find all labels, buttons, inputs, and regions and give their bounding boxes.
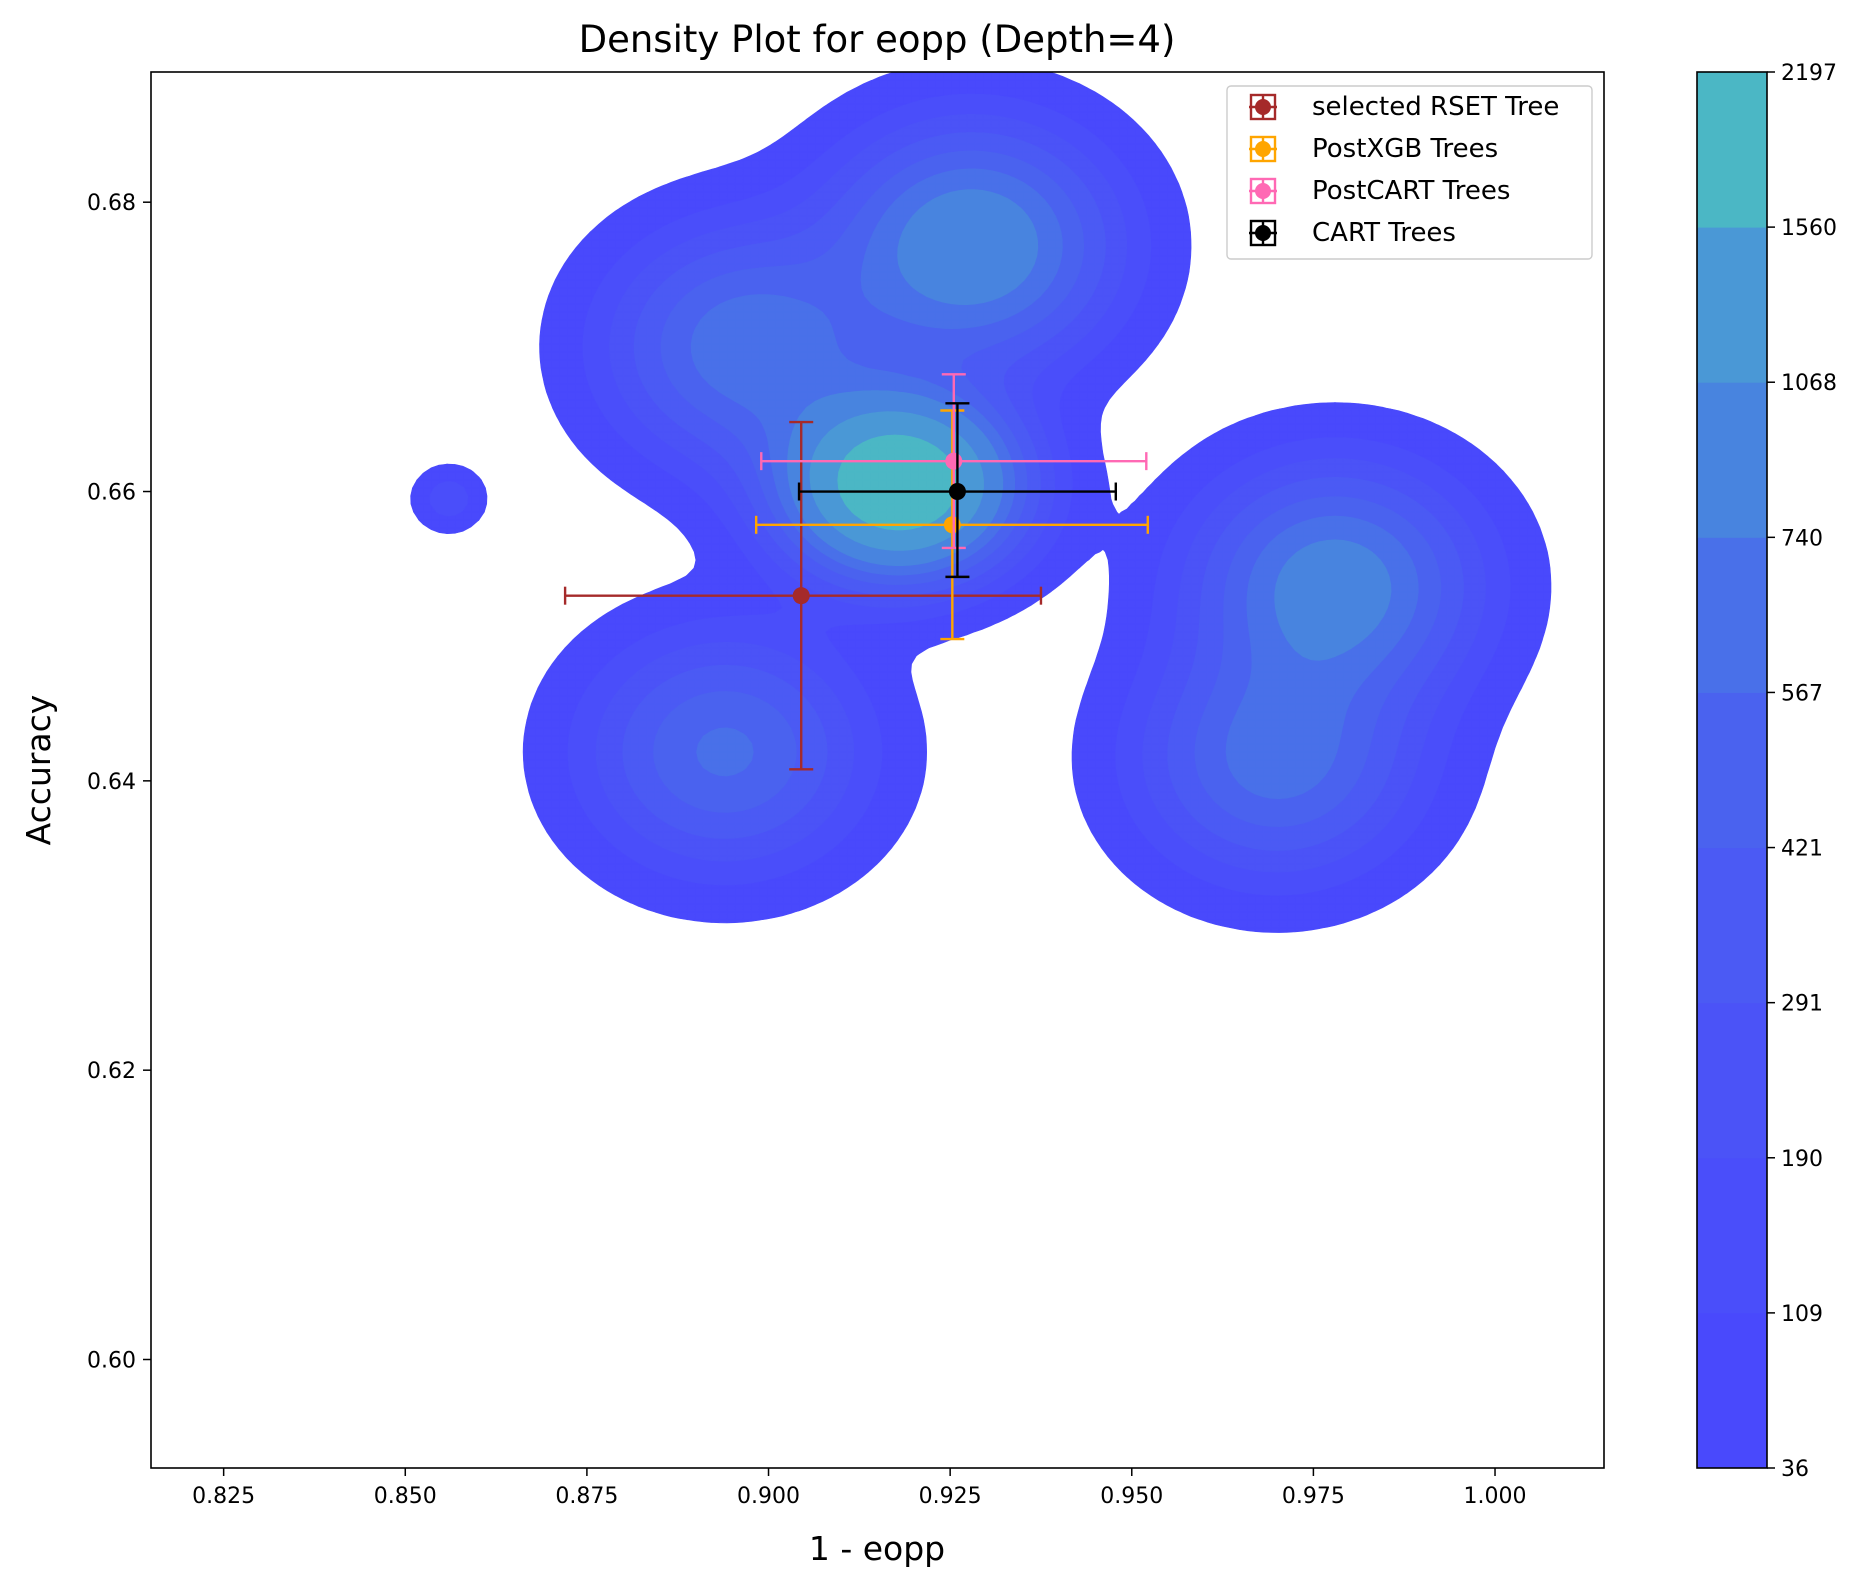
y-axis-label: Accuracy	[19, 695, 58, 846]
colorbar-tick-label: 740	[1781, 526, 1823, 551]
x-axis-label: 1 - eopp	[809, 1529, 945, 1568]
errorbar-series-1	[563, 420, 1043, 771]
x-tick-label: 0.900	[737, 1484, 800, 1509]
legend-marker-caps	[1249, 177, 1277, 205]
x-tick-label: 0.950	[1100, 1484, 1163, 1509]
colorbar-tick-label: 36	[1781, 1457, 1809, 1482]
legend-marker-caps	[1249, 93, 1277, 121]
density-contours	[410, 72, 1552, 933]
y-axis: 0.60 0.62 0.64 0.66 0.68	[87, 191, 151, 1374]
errorbar-series-4	[797, 402, 1117, 579]
colorbar-bands	[1697, 72, 1767, 1469]
chart-title: Density Plot for eopp (Depth=4)	[579, 18, 1176, 61]
legend: selected RSET Tree PostXGB Trees PostCART …	[1226, 85, 1593, 260]
colorbar-frame	[1696, 71, 1768, 1469]
colorbar-tick-label: 1068	[1781, 371, 1837, 396]
legend-marker-point	[1255, 141, 1271, 157]
y-tick-label: 0.64	[87, 770, 136, 795]
colorbar-band	[1697, 847, 1767, 1004]
y-tick-label: 0.68	[87, 191, 136, 216]
x-tick-label: 0.875	[555, 1484, 618, 1509]
colorbar-tick-label: 567	[1781, 681, 1823, 706]
legend-entry: PostXGB Trees	[1249, 134, 1498, 164]
legend-entry: PostCART Trees	[1249, 176, 1510, 206]
x-tick-label: 0.975	[1282, 1484, 1345, 1509]
colorbar-tick-label: 1560	[1781, 216, 1837, 241]
legend-entry: selected RSET Tree	[1249, 92, 1559, 122]
colorbar-ticks: 36 109 190 291 421 567 740 1068 1560 2197	[1767, 61, 1837, 1482]
colorbar-band	[1697, 227, 1767, 383]
x-axis: 0.825 0.850 0.875 0.900 0.925 0.950 0.975 1.000	[192, 1468, 1527, 1509]
legend-label: CART Trees	[1312, 218, 1456, 248]
density-level-1560	[837, 434, 958, 531]
y-tick-label: 0.60	[87, 1349, 136, 1374]
legend-label: PostCART Trees	[1312, 176, 1510, 206]
colorbar-band	[1697, 692, 1767, 849]
y-tick-label: 0.66	[87, 481, 136, 506]
x-tick-label: 0.850	[374, 1484, 437, 1509]
colorbar-tick-label: 291	[1781, 992, 1823, 1017]
colorbar-band	[1697, 1312, 1767, 1469]
colorbar-band	[1697, 537, 1767, 693]
legend-label: selected RSET Tree	[1312, 92, 1559, 122]
legend-entry: CART Trees	[1249, 218, 1456, 248]
x-tick-label: 0.825	[192, 1484, 255, 1509]
x-tick-label: 1.000	[1464, 1484, 1527, 1509]
legend-entries: selected RSET Tree PostXGB Trees PostCART …	[1249, 92, 1559, 248]
colorbar-tick-label: 2197	[1781, 61, 1837, 86]
errorbar-point	[792, 587, 810, 605]
colorbar-tick-label: 421	[1781, 837, 1823, 862]
legend-marker-point	[1255, 225, 1271, 241]
y-tick-label: 0.62	[87, 1059, 136, 1084]
plot-frame	[150, 71, 1605, 1469]
colorbar-band	[1697, 1157, 1767, 1314]
colorbar: 36 109 190 291 421 567 740 1068 1560 2197	[1696, 61, 1837, 1482]
colorbar-tick-label: 190	[1781, 1147, 1823, 1172]
legend-marker-point	[1255, 183, 1271, 199]
legend-marker-caps	[1249, 219, 1277, 247]
colorbar-band	[1697, 1002, 1767, 1159]
colorbar-tick-label: 109	[1781, 1302, 1823, 1327]
legend-marker-point	[1255, 99, 1271, 115]
legend-box	[1226, 85, 1593, 260]
plot-area: 0.825 0.850 0.875 0.900 0.925 0.950 0.975 1.000…	[87, 71, 1605, 1509]
x-tick-label: 0.925	[919, 1484, 982, 1509]
errorbar-point	[948, 483, 966, 501]
errorbar-point	[945, 452, 963, 470]
error-bars	[563, 373, 1149, 771]
legend-label: PostXGB Trees	[1312, 134, 1498, 164]
legend-marker-caps	[1249, 135, 1277, 163]
colorbar-band	[1697, 382, 1767, 538]
colorbar-band	[1697, 72, 1767, 228]
